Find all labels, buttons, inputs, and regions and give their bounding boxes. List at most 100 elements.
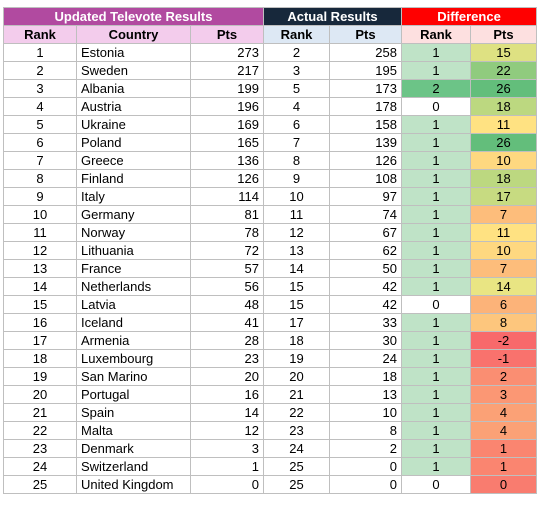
diff-rank-cell: 1 [401, 133, 471, 152]
diff-rank-cell: 1 [401, 205, 471, 224]
country-cell: Lithuania [76, 241, 191, 260]
actual-rank-cell: 15 [263, 277, 330, 296]
country-cell: Austria [76, 97, 191, 116]
pts-cell: 20 [190, 367, 264, 386]
actual-pts-cell: 0 [329, 457, 402, 476]
diff-rank-cell: 1 [401, 331, 471, 350]
country-cell: Germany [76, 205, 191, 224]
pts-cell: 41 [190, 313, 264, 332]
actual-rank-cell: 10 [263, 187, 330, 206]
actual-rank-cell: 12 [263, 223, 330, 242]
pts-cell: 136 [190, 151, 264, 170]
pts-cell: 28 [190, 331, 264, 350]
diff-pts-cell: 17 [469, 187, 538, 206]
diff-pts-cell: 3 [469, 385, 538, 404]
diff-rank-cell: 1 [401, 115, 471, 134]
diff-pts-cell: 8 [469, 313, 538, 332]
actual-pts-column-header: Pts [329, 25, 402, 44]
table-row: 15 Latvia 48 15 42 0 6 [3, 295, 538, 314]
table-row: 22 Malta 12 23 8 1 4 [3, 421, 538, 440]
actual-pts-cell: 8 [329, 421, 402, 440]
actual-pts-cell: 24 [329, 349, 402, 368]
diff-rank-cell: 1 [401, 43, 471, 62]
pts-cell: 3 [190, 439, 264, 458]
diff-pts-cell: 10 [469, 151, 538, 170]
pts-cell: 48 [190, 295, 264, 314]
table-row: 20 Portugal 16 21 13 1 3 [3, 385, 538, 404]
diff-pts-cell: 26 [469, 79, 538, 98]
actual-rank-cell: 5 [263, 79, 330, 98]
results-body: 1 Estonia 273 2 258 1 15 2 Sweden 217 3 195 1 22 3 Alba… [3, 43, 538, 494]
rank-cell: 2 [3, 61, 77, 80]
actual-pts-cell: 139 [329, 133, 402, 152]
diff-pts-cell: 7 [469, 259, 538, 278]
table-row: 18 Luxembourg 23 19 24 1 -1 [3, 349, 538, 368]
actual-rank-cell: 7 [263, 133, 330, 152]
country-cell: Estonia [76, 43, 191, 62]
table-row: 21 Spain 14 22 10 1 4 [3, 403, 538, 422]
diff-pts-cell: 2 [469, 367, 538, 386]
diff-rank-cell: 1 [401, 241, 471, 260]
diff-pts-cell: 15 [469, 43, 538, 62]
rank-cell: 24 [3, 457, 77, 476]
country-cell: Norway [76, 223, 191, 242]
diff-rank-cell: 1 [401, 61, 471, 80]
pts-cell: 81 [190, 205, 264, 224]
rank-cell: 10 [3, 205, 77, 224]
table-row: 25 United Kingdom 0 25 0 0 0 [3, 475, 538, 494]
table-row: 6 Poland 165 7 139 1 26 [3, 133, 538, 152]
rank-cell: 16 [3, 313, 77, 332]
diff-rank-cell: 1 [401, 385, 471, 404]
pts-cell: 57 [190, 259, 264, 278]
table-row: 14 Netherlands 56 15 42 1 14 [3, 277, 538, 296]
actual-pts-cell: 33 [329, 313, 402, 332]
pts-cell: 0 [190, 475, 264, 494]
actual-pts-cell: 2 [329, 439, 402, 458]
country-cell: Italy [76, 187, 191, 206]
diff-pts-cell: 18 [469, 169, 538, 188]
country-cell: Iceland [76, 313, 191, 332]
table-row: 12 Lithuania 72 13 62 1 10 [3, 241, 538, 260]
rank-cell: 5 [3, 115, 77, 134]
actual-rank-cell: 13 [263, 241, 330, 260]
country-column-header: Country [76, 25, 191, 44]
country-cell: Netherlands [76, 277, 191, 296]
table-row: 7 Greece 136 8 126 1 10 [3, 151, 538, 170]
actual-group-header: Actual Results [263, 7, 402, 26]
televote-group-header: Updated Televote Results [3, 7, 264, 26]
country-cell: Portugal [76, 385, 191, 404]
diff-pts-cell: 11 [469, 115, 538, 134]
table-row: 1 Estonia 273 2 258 1 15 [3, 43, 538, 62]
diff-pts-cell: 1 [469, 457, 538, 476]
actual-pts-cell: 158 [329, 115, 402, 134]
diff-pts-cell: 4 [469, 421, 538, 440]
actual-rank-cell: 4 [263, 97, 330, 116]
rank-cell: 4 [3, 97, 77, 116]
pts-cell: 196 [190, 97, 264, 116]
rank-cell: 6 [3, 133, 77, 152]
diff-rank-cell: 1 [401, 151, 471, 170]
actual-pts-cell: 42 [329, 277, 402, 296]
actual-pts-cell: 42 [329, 295, 402, 314]
actual-pts-cell: 13 [329, 385, 402, 404]
country-cell: Albania [76, 79, 191, 98]
actual-pts-cell: 67 [329, 223, 402, 242]
diff-rank-cell: 2 [401, 79, 471, 98]
pts-cell: 169 [190, 115, 264, 134]
table-row: 2 Sweden 217 3 195 1 22 [3, 61, 538, 80]
country-cell: Armenia [76, 331, 191, 350]
rank-cell: 25 [3, 475, 77, 494]
difference-group-header: Difference [400, 7, 538, 26]
actual-rank-cell: 24 [263, 439, 330, 458]
diff-pts-cell: 10 [469, 241, 538, 260]
diff-pts-cell: 0 [469, 475, 538, 494]
diff-rank-cell: 1 [401, 259, 471, 278]
pts-cell: 12 [190, 421, 264, 440]
rank-cell: 12 [3, 241, 77, 260]
pts-cell: 217 [190, 61, 264, 80]
rank-column-header: Rank [3, 25, 77, 44]
pts-cell: 72 [190, 241, 264, 260]
diff-rank-cell: 1 [401, 403, 471, 422]
table-row: 8 Finland 126 9 108 1 18 [3, 169, 538, 188]
diff-rank-cell: 1 [401, 169, 471, 188]
